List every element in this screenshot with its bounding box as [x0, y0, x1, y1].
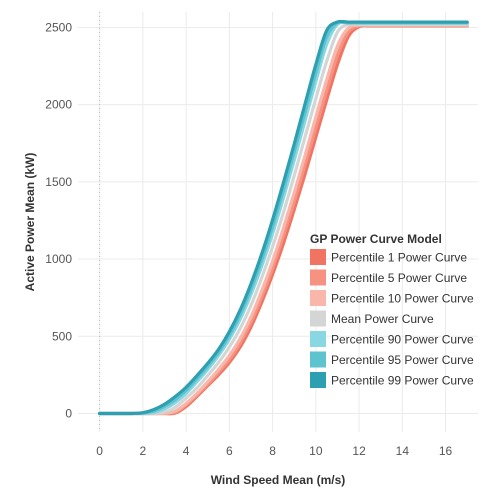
x-tick-label: 6	[226, 444, 233, 458]
legend-swatch	[310, 372, 326, 388]
legend-label: Percentile 10 Power Curve	[331, 292, 474, 306]
tick-labels: 0 500 1000 1500 2000 2500 0 2 4 6 8 10 12 14 16	[45, 20, 452, 458]
legend-swatch	[310, 290, 326, 306]
y-tick-label: 1000	[45, 252, 72, 266]
legend-swatch	[310, 351, 326, 368]
x-tick-label: 12	[352, 444, 366, 458]
x-tick-label: 14	[396, 444, 410, 458]
series-lines	[98, 19, 469, 416]
legend-label: Percentile 99 Power Curve	[331, 374, 474, 388]
x-axis-title: Wind Speed Mean (m/s)	[211, 473, 346, 487]
y-axis-title: Active Power Mean (kW)	[23, 153, 37, 292]
x-tick-label: 2	[140, 444, 147, 458]
legend-swatch	[310, 331, 326, 347]
legend-label: Percentile 90 Power Curve	[331, 333, 474, 347]
x-tick-label: 0	[96, 444, 103, 458]
legend-swatch	[310, 249, 326, 265]
legend-swatch	[310, 269, 326, 286]
legend-items: Percentile 1 Power Curve Percentile 5 Pow…	[310, 249, 474, 388]
legend-label: Mean Power Curve	[331, 312, 434, 326]
legend-label: Percentile 95 Power Curve	[331, 353, 474, 367]
grid-lines	[78, 12, 478, 432]
x-tick-label: 4	[183, 444, 190, 458]
x-tick-label: 10	[309, 444, 323, 458]
legend-title: GP Power Curve Model	[310, 232, 442, 246]
y-tick-label: 500	[52, 329, 72, 343]
legend-label: Percentile 5 Power Curve	[331, 271, 467, 285]
series-line-7	[98, 19, 469, 416]
x-tick-label: 8	[269, 444, 276, 458]
y-tick-label: 1500	[45, 175, 72, 189]
x-tick-label: 16	[439, 444, 453, 458]
legend-swatch	[310, 310, 326, 327]
legend-label: Percentile 1 Power Curve	[331, 251, 467, 265]
y-tick-label: 2000	[45, 98, 72, 112]
y-tick-label: 0	[65, 406, 72, 420]
legend: GP Power Curve Model Percentile 1 Power …	[310, 232, 474, 388]
y-tick-label: 2500	[45, 20, 72, 34]
